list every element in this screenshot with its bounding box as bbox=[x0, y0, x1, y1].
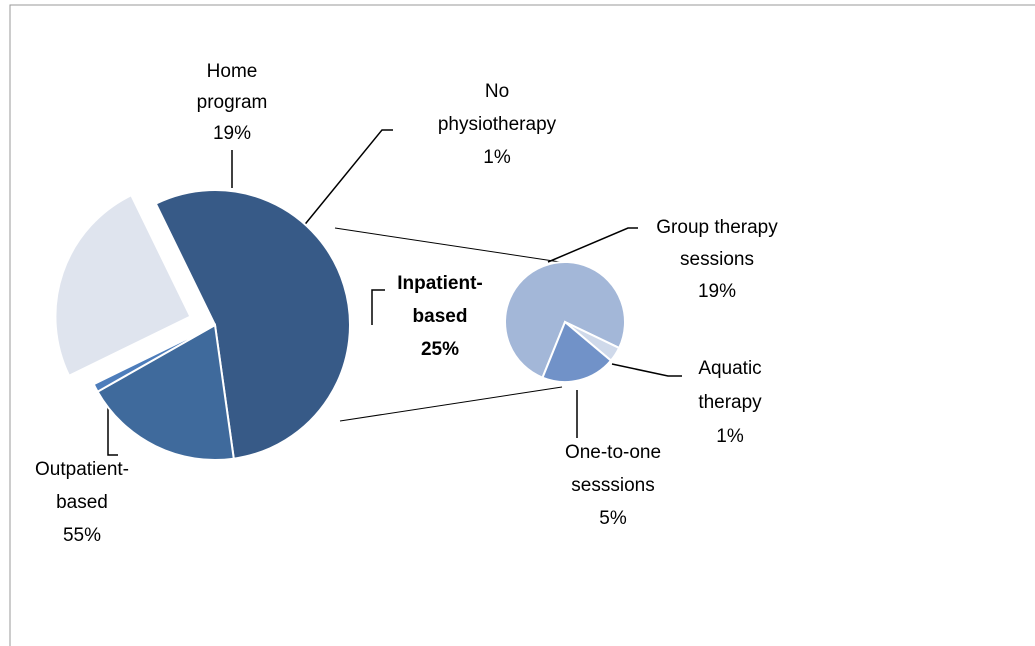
value-label: 19% bbox=[698, 281, 736, 302]
leader-line bbox=[107, 400, 118, 456]
label-line: Inpatient- bbox=[397, 273, 483, 294]
slice-label: Aquatic therapy bbox=[698, 358, 762, 413]
slice-label: Outpatient-based bbox=[35, 459, 129, 513]
value-label: 1% bbox=[483, 147, 511, 168]
label-line: Aquatic bbox=[698, 358, 761, 379]
slice-label: Inpatient-based bbox=[397, 273, 483, 327]
leader-line bbox=[547, 227, 638, 263]
label-line: physiotherapy bbox=[438, 114, 557, 135]
label-line: Group therapy bbox=[656, 217, 778, 238]
slice-label: No physiotherapy bbox=[438, 81, 557, 135]
label-line: based bbox=[56, 492, 108, 513]
label-line: Outpatient- bbox=[35, 459, 129, 480]
slice-label: Home program bbox=[197, 61, 268, 113]
labels: Outpatient-based 55% Home program 19% No physi… bbox=[35, 61, 778, 546]
pie-slice bbox=[96, 323, 235, 461]
pie-slice bbox=[504, 261, 626, 379]
pie-slice bbox=[541, 320, 613, 383]
label-line: therapy bbox=[698, 392, 762, 413]
leader-line bbox=[371, 289, 385, 325]
label-line: No bbox=[485, 81, 509, 102]
label-line: based bbox=[413, 306, 468, 327]
value-label: 1% bbox=[716, 426, 744, 447]
value-label: 25% bbox=[421, 339, 459, 360]
slices bbox=[54, 189, 626, 461]
label-line: Home bbox=[207, 61, 258, 82]
slice-label: Group therapy sessions bbox=[656, 217, 778, 270]
value-label: 55% bbox=[63, 525, 101, 546]
connector-line bbox=[334, 227, 561, 263]
label-line: sessions bbox=[680, 249, 754, 270]
pie-slice bbox=[154, 189, 351, 460]
leader-line bbox=[611, 363, 682, 377]
connector-line bbox=[339, 386, 563, 422]
pie-slice bbox=[54, 193, 192, 378]
value-label: 19% bbox=[213, 123, 251, 144]
pie-slice bbox=[92, 324, 216, 394]
label-line: One-to-one bbox=[565, 442, 661, 463]
leader-line bbox=[301, 129, 393, 229]
value-label: 5% bbox=[599, 508, 627, 529]
label-line: sesssions bbox=[571, 475, 654, 496]
slice-label: One-to-one sesssions bbox=[565, 442, 661, 496]
label-line: program bbox=[197, 92, 268, 113]
